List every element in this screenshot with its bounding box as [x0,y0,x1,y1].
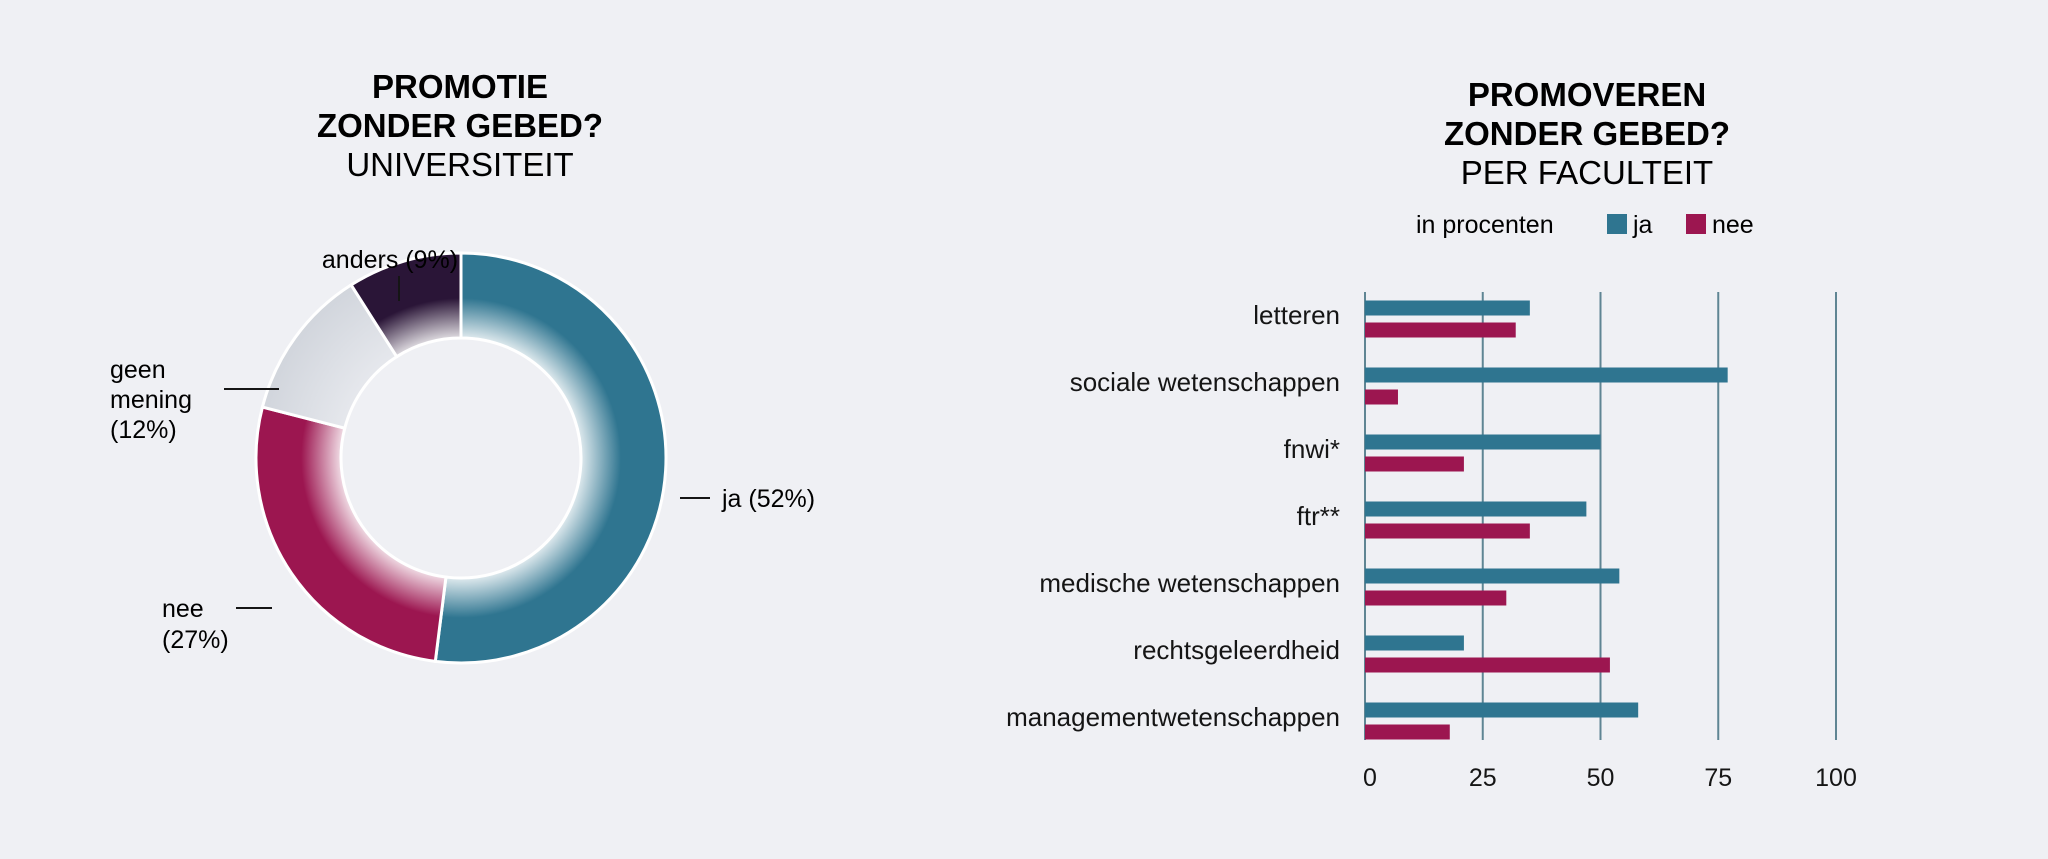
category-label: medische wetenschappen [1039,568,1340,598]
bar-chart-panel: PROMOVEREN ZONDER GEBED? PER FACULTEIT i… [1006,76,1857,792]
bar-nee [1365,657,1610,673]
category-label: managementwetenschappen [1006,702,1340,732]
bar-category-labels: letteren sociale wetenschappen fnwi* ftr** m… [1006,300,1340,732]
x-tick-label-0: 0 [1363,764,1377,792]
donut-label-nee: nee (27%) [162,595,272,654]
bar-units-label: in procenten [1416,211,1554,239]
donut-chart-panel: PROMOTIE ZONDER GEBED? UNIVERSITEIT ja (… [110,68,815,665]
bar-ja [1365,568,1620,584]
bar-nee [1365,389,1398,405]
category-label: sociale wetenschappen [1070,367,1340,397]
legend-swatch-ja [1607,214,1627,234]
donut-slices [254,251,668,665]
donut-label-anders-text: anders (9%) [322,246,458,274]
bar-x-tick-labels: 0 25 50 75 100 [1363,764,1857,792]
bar-title-line2: ZONDER GEBED? [1444,115,1730,152]
bar-legend: in procenten ja nee [1416,211,1754,239]
donut-slice-ja [433,251,668,665]
x-tick-label-25: 25 [1469,764,1497,792]
category-label: ftr** [1297,501,1340,531]
donut-label-geen-line2: mening [110,386,192,414]
bar-marks [1365,300,1728,740]
x-tick-label-50: 50 [1587,764,1615,792]
legend-label-nee: nee [1712,211,1754,239]
bar-ja [1365,702,1639,718]
donut-slice-anders [349,251,463,359]
donut-subtitle: UNIVERSITEIT [346,146,573,183]
donut-title: PROMOTIE [372,68,548,105]
bar-subtitle: PER FACULTEIT [1461,154,1713,191]
bar-nee [1365,322,1516,338]
bar-nee [1365,724,1450,740]
donut-label-geen-line3: (12%) [110,416,177,444]
bar-nee [1365,456,1464,472]
category-label: rechtsgeleerdheid [1133,635,1340,665]
bar-ja [1365,434,1601,450]
x-tick-label-100: 100 [1815,764,1857,792]
legend-swatch-nee [1686,214,1706,234]
bar-ja [1365,367,1728,383]
donut-label-ja: ja (52%) [680,485,815,513]
donut-title-line2: ZONDER GEBED? [317,107,603,144]
bar-ja [1365,300,1530,316]
donut-label-nee-line2: (27%) [162,626,229,654]
bar-ja [1365,501,1587,517]
bar-title: PROMOVEREN [1468,76,1706,113]
category-label: fnwi* [1284,434,1340,464]
donut-label-nee-line1: nee [162,595,204,623]
donut-label-geen-line1: geen [110,356,166,384]
donut-label-geen-mening: geen mening (12%) [110,356,279,444]
x-tick-label-75: 75 [1704,764,1732,792]
bar-nee [1365,523,1530,539]
bar-nee [1365,590,1507,606]
donut-label-ja-text: ja (52%) [721,485,815,513]
category-label: letteren [1253,300,1340,330]
legend-label-ja: ja [1632,211,1653,239]
donut-slice-nee [254,405,448,664]
bar-ja [1365,635,1464,651]
donut-label-anders: anders (9%) [322,246,458,301]
